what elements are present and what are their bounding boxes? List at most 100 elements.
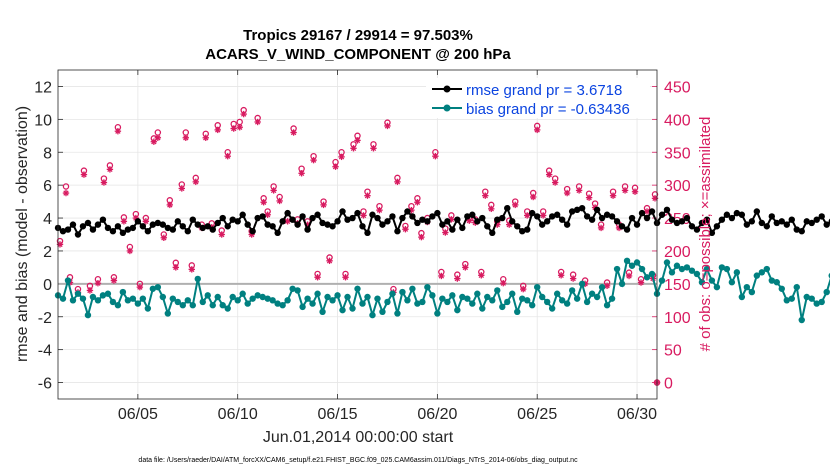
rmse-series-point xyxy=(64,226,72,233)
rmse-series-point xyxy=(613,218,621,225)
obs-assimilated-point xyxy=(545,171,553,178)
bias-series-point xyxy=(578,280,586,288)
bias-series-point xyxy=(469,300,476,307)
bias-series-point xyxy=(733,269,741,276)
rmse-series-point xyxy=(698,219,706,227)
obs-assimilated-point xyxy=(172,264,180,271)
y2-tick-label: 150 xyxy=(664,277,691,294)
obs-assimilated-point xyxy=(454,275,461,282)
obs-assimilated-point xyxy=(202,134,209,141)
y2-tick-label: 50 xyxy=(664,343,682,360)
obs-assimilated-point xyxy=(320,201,327,209)
rmse-series-point xyxy=(229,216,236,223)
obs-assimilated-point xyxy=(384,122,391,130)
y-tick-label: 0 xyxy=(43,277,52,294)
rmse-series-point xyxy=(534,213,541,220)
obs-assimilated-point xyxy=(126,247,134,255)
rmse-series-point xyxy=(768,213,776,220)
rmse-series-point xyxy=(703,216,711,223)
rmse-series-point xyxy=(209,226,216,233)
rmse-series-point xyxy=(469,211,476,218)
bias-series-point xyxy=(199,298,206,306)
bias-series-point xyxy=(663,259,671,266)
bias-series-point xyxy=(69,297,77,304)
bias-series-point xyxy=(628,262,636,269)
obs-assimilated-point xyxy=(414,199,421,206)
rmse-series-point xyxy=(778,218,785,225)
rmse-series-point xyxy=(798,228,805,235)
bias-series-point xyxy=(454,306,461,314)
bias-series-point xyxy=(169,295,177,302)
rmse-series-point xyxy=(274,229,281,237)
bias-series-point xyxy=(484,293,491,301)
rmse-series-point xyxy=(169,226,177,233)
rmse-series-point xyxy=(563,221,571,228)
plot-frame xyxy=(57,69,658,400)
bias-series-point xyxy=(519,295,526,302)
obs-assimilated-point xyxy=(114,127,122,135)
rmse-series-point xyxy=(688,223,696,230)
rmse-series-point xyxy=(114,223,122,230)
rmse-series-point xyxy=(84,219,92,227)
bias-series-point xyxy=(808,295,815,302)
bias-series-point xyxy=(638,265,646,273)
rmse-series-point xyxy=(743,221,751,228)
bias-series-point xyxy=(159,293,167,301)
bias-series-point xyxy=(509,290,516,297)
bias-series-point xyxy=(104,290,112,297)
rmse-series-point xyxy=(234,218,241,225)
bias-series-point xyxy=(314,290,321,297)
x-axis-label: Jun.01,2014 00:00:00 start xyxy=(263,429,454,446)
rmse-series-point xyxy=(389,213,396,220)
bias-series-point xyxy=(389,290,396,297)
rmse-series-point xyxy=(424,218,431,225)
rmse-series-point xyxy=(499,214,506,222)
bias-series-point xyxy=(598,283,606,291)
y-tick-label: 6 xyxy=(43,178,52,195)
obs-assimilated-point xyxy=(637,279,645,286)
rmse-series-point xyxy=(524,226,531,233)
bias-series-point xyxy=(84,311,92,319)
rmse-series-point xyxy=(588,216,596,223)
legend-bias-label: bias grand pr = -0.63436 xyxy=(466,101,630,118)
obs-assimilated-point xyxy=(136,283,144,291)
rmse-series-point xyxy=(633,221,641,228)
chart-title-line-2: ACARS_V_WIND_COMPONENT @ 200 hPa xyxy=(205,46,511,63)
obs-assimilated-point xyxy=(166,201,174,209)
bias-series-point xyxy=(174,298,181,306)
bias-series-point xyxy=(673,262,681,269)
obs-assimilated-point xyxy=(254,118,261,126)
rmse-series-point xyxy=(663,206,671,214)
rmse-series-point xyxy=(623,226,631,233)
bias-series-point xyxy=(114,302,122,309)
bias-series-point xyxy=(514,308,521,316)
bias-series-point xyxy=(529,302,536,309)
obs-assimilated-point xyxy=(575,187,583,194)
obs-assimilated-point xyxy=(534,126,541,134)
bias-series-point xyxy=(743,283,751,291)
y2-tick-label: 350 xyxy=(664,145,691,162)
bias-series-point xyxy=(538,293,546,301)
rmse-series-point xyxy=(99,216,107,223)
obs-assimilated-point xyxy=(557,272,565,279)
obs-assimilated-point xyxy=(236,124,243,131)
rmse-series-point xyxy=(309,214,316,222)
rmse-series-point xyxy=(464,213,471,220)
rmse-series-point xyxy=(449,226,456,233)
rmse-series-point xyxy=(474,218,481,225)
obs-assimilated-point xyxy=(264,211,271,218)
x-tick-label: 06/10 xyxy=(218,406,258,423)
bias-series-point xyxy=(364,293,371,301)
bias-series-point xyxy=(558,297,566,304)
bias-series-point xyxy=(219,302,226,309)
bias-series-point xyxy=(768,277,776,284)
rmse-series-point xyxy=(553,211,561,218)
rmse-series-point xyxy=(434,209,441,217)
bias-series-point xyxy=(588,290,596,297)
y-tick-label: 2 xyxy=(43,244,52,261)
bias-series-point xyxy=(154,283,162,291)
rmse-series-point xyxy=(494,216,501,223)
bias-series-point xyxy=(603,302,611,309)
x-tick-label: 06/20 xyxy=(417,406,457,423)
